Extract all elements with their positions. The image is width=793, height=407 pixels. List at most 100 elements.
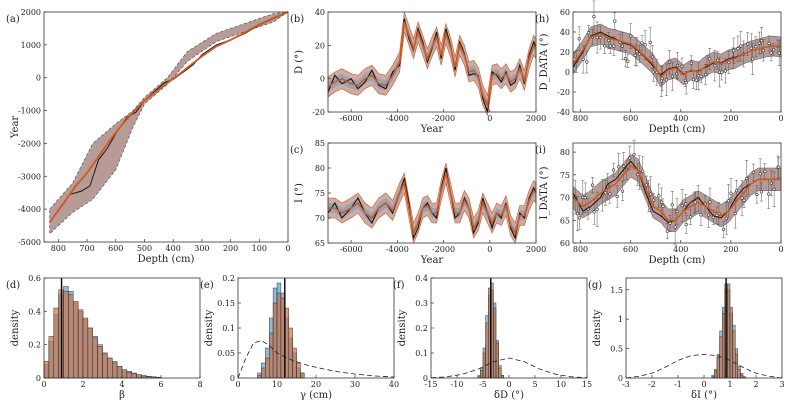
histogram-bar: [116, 366, 123, 379]
x-tick-label: 0: [285, 244, 290, 253]
y-tick-label: 75: [315, 189, 325, 198]
data-point: [716, 58, 720, 62]
histogram-bar: [292, 347, 297, 379]
x-tick-label: 30: [350, 380, 360, 389]
histogram-bar: [495, 342, 499, 379]
y-axis-label: D (°): [294, 50, 305, 74]
data-point: [595, 35, 599, 40]
data-point: [581, 57, 585, 61]
y-tick-label: 2000: [21, 8, 41, 17]
histogram-bar: [300, 372, 305, 379]
data-point: [749, 46, 753, 50]
data-point: [657, 194, 661, 198]
y-tick-label: 0.05: [217, 349, 235, 358]
histogram-bar: [121, 369, 128, 379]
chart-panel-a: 800 700 600 500 400 300 200 100 0-5000-4000-3000…: [6, 8, 291, 265]
data-point: [661, 204, 665, 208]
data-point: [592, 15, 596, 19]
data-point: [767, 192, 771, 196]
x-tick-label: 400: [673, 114, 688, 123]
histogram-bar: [102, 352, 108, 379]
histogram-bar: [485, 322, 489, 379]
y-tick-label: 85: [315, 139, 325, 148]
panel-label: (h): [535, 14, 549, 25]
data-point: [620, 44, 624, 48]
y-tick-label: 0.6: [28, 274, 41, 283]
y-tick-label: 65: [560, 216, 570, 225]
histogram-bar: [112, 362, 118, 379]
y-axis-label: Year: [10, 116, 21, 140]
x-tick-label: -4000: [386, 245, 409, 254]
plot-frame: [430, 277, 588, 379]
data-point: [751, 170, 756, 175]
data-point: [750, 57, 755, 61]
data-point: [577, 37, 581, 41]
x-tick-label: 200: [723, 114, 738, 123]
x-tick-label: 300: [194, 244, 209, 253]
x-tick-label: 2000: [526, 245, 546, 254]
histogram-bar: [73, 301, 79, 379]
data-point: [776, 165, 781, 169]
data-point: [696, 74, 701, 78]
histogram-bar: [735, 354, 739, 379]
histogram-bar: [732, 330, 736, 379]
x-tick-label: 2: [80, 380, 85, 389]
y-tick-label: 70: [560, 194, 570, 203]
plot-frame: [43, 11, 289, 243]
data-point: [759, 190, 763, 194]
credible-band: [327, 11, 537, 117]
x-tick-label: 6: [158, 380, 163, 389]
x-tick-label: -2000: [432, 114, 455, 123]
y-tick-label: 0.2: [222, 274, 235, 283]
x-tick-label: -15: [425, 380, 438, 389]
y-tick-label: 0.2: [415, 324, 428, 333]
histogram-bar: [716, 357, 720, 379]
y-tick-label: -5000: [18, 238, 41, 247]
chart-panel-i: 800 600 400 200 0 60 65 70 75 80 Depth (cm) I_DATA …: [535, 139, 784, 266]
plot-frame: [327, 142, 537, 244]
x-tick-label: 100: [252, 244, 267, 253]
data-point: [643, 43, 647, 47]
inner-band: [328, 17, 536, 111]
x-axis-label: Year: [420, 255, 444, 266]
data-point: [628, 156, 632, 160]
data-point: [699, 213, 703, 217]
plot-frame: [327, 11, 537, 113]
data-point: [648, 40, 652, 44]
x-tick-label: 0: [487, 245, 492, 254]
y-tick-label: 0.3: [415, 299, 428, 308]
histogram-bar: [92, 337, 98, 379]
data-point: [629, 34, 633, 38]
y-tick-label: 0: [320, 75, 325, 84]
histogram-bar: [48, 336, 54, 379]
y-tick-label: 0: [423, 374, 428, 383]
histogram-bar: [272, 302, 278, 379]
data-point: [644, 183, 649, 187]
x-tick-label: -5: [479, 380, 487, 389]
y-axis-label: I_DATA (°): [539, 166, 550, 219]
x-tick-label: 600: [108, 244, 123, 253]
data-point: [612, 44, 616, 48]
histogram-bar: [269, 332, 274, 379]
histogram-bar: [288, 327, 293, 379]
data-point: [742, 198, 746, 202]
data-point: [665, 229, 669, 233]
data-point: [652, 198, 656, 202]
x-tick-label: 0: [506, 380, 511, 389]
series-line-mean: [328, 172, 537, 236]
histogram-bar: [43, 361, 50, 379]
panel-label: (e): [200, 280, 214, 291]
x-tick-label: 200: [223, 244, 238, 253]
y-tick-label: 60: [560, 8, 570, 17]
y-tick-label: 40: [315, 8, 325, 17]
y-axis-label: I (°): [294, 183, 305, 203]
x-axis-label: δI (°): [691, 390, 717, 401]
data-point: [649, 192, 653, 196]
x-tick-label: 600: [623, 114, 638, 123]
x-tick-label: 0: [701, 380, 706, 389]
data-point: [694, 78, 698, 82]
x-tick-label: -10: [451, 380, 464, 389]
x-tick-label: 8: [197, 380, 202, 389]
data-point: [598, 36, 602, 40]
